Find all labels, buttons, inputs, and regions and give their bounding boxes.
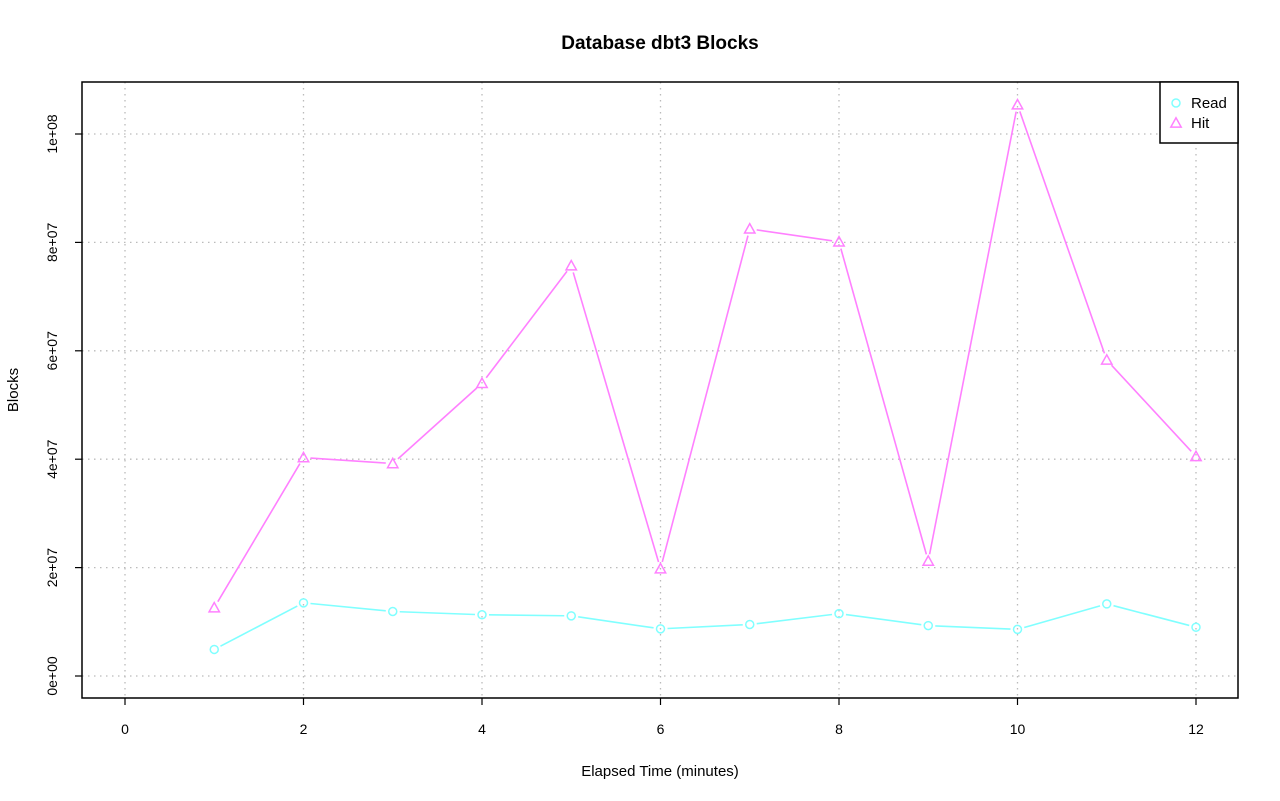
series-hit-point [1189,449,1203,462]
series-read-segment [935,625,1011,630]
series-read-point [388,606,398,617]
series-read [209,598,1201,655]
series-read-point [1191,622,1201,632]
series-hit-segment [217,463,301,603]
series-read-segment [667,624,743,630]
plot-frame [81,81,1239,699]
series-hit-point [564,258,578,271]
x-tick-label: 12 [1188,721,1204,737]
y-tick-label: 6e+07 [44,331,60,371]
y-tick-label: 2e+07 [44,548,60,588]
series-read-point [923,620,933,631]
legend-hit-triangle-icon [1169,116,1183,128]
series-hit-point [297,450,310,463]
series-hit [207,97,1203,613]
series-read-point [655,624,666,634]
chart-title: Database dbt3 Blocks [561,33,758,54]
series-read-point [1102,599,1112,609]
series-hit-point [386,456,400,469]
x-tick-label: 0 [121,721,129,737]
series-hit-point [921,554,935,567]
series-hit-segment [310,457,386,464]
series-read-segment [310,602,386,612]
series-read-point [1012,624,1023,635]
legend-label-read: Read [1191,95,1227,112]
x-tick-label: 6 [657,721,665,737]
y-tick-label: 1e+08 [44,114,60,154]
series-hit-point [207,600,221,613]
series-read-point [477,610,487,620]
series-hit-segment [572,272,660,563]
series-read-point [298,598,309,608]
x-tick-label: 2 [300,721,308,737]
grid [82,82,1238,698]
x-axis-label: Elapsed Time (minutes) [581,763,739,780]
series-read-segment [399,610,476,616]
series-hit-segment [840,248,928,555]
series-hit-point [475,376,489,389]
series-read-segment [578,616,654,629]
series-read-point [566,611,576,621]
y-tick-label: 8e+07 [44,223,60,263]
legend-read-circle-icon [1171,98,1181,108]
series-read-point [834,608,844,619]
y-tick-label: 4e+07 [44,439,60,479]
series-hit-segment [928,111,1017,555]
series-hit-point [1011,97,1024,110]
series-hit-segment [756,229,833,242]
axes: 0 2 4 6 8 10 12 0e+00 2e+07 4e+07 6e+07 8e+07 1e+08 [44,114,1204,737]
y-tick-label: 0e+00 [44,656,60,696]
series-hit-point [654,561,667,574]
series-hit-point [1100,353,1114,365]
series-read-point [745,619,755,630]
series-read-segment [220,605,298,647]
series-hit-segment [1019,111,1106,354]
series-read-segment [756,613,833,625]
y-axis-label: Blocks [5,368,22,412]
series-read-segment [1113,604,1190,627]
series-hit-segment [1110,364,1192,452]
series-read-segment [488,614,565,617]
series-read-segment [845,613,922,626]
series-read-segment [1024,605,1101,629]
series-hit-point [832,235,846,247]
series-hit-segment [661,235,749,563]
x-tick-label: 4 [478,721,486,737]
series-hit-point [743,222,757,234]
x-tick-label: 10 [1010,721,1026,737]
legend-box [1159,81,1239,144]
legend: Read Hit [1159,81,1239,144]
legend-label-hit: Hit [1191,115,1210,132]
x-tick-label: 8 [835,721,843,737]
series-layer [207,97,1203,655]
series-hit-segment [485,270,568,379]
series-hit-segment [397,387,478,460]
series-read-point [209,644,219,655]
